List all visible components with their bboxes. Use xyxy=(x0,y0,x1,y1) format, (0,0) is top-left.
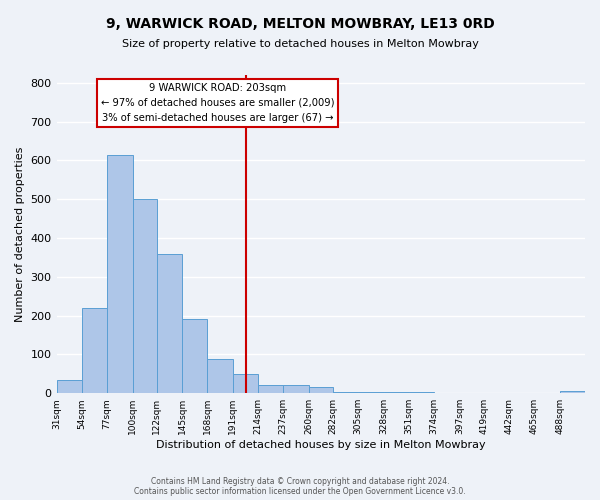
Bar xyxy=(56,380,82,393)
Bar xyxy=(157,254,182,393)
Bar xyxy=(333,392,358,393)
Bar xyxy=(107,154,133,393)
Bar xyxy=(182,320,208,393)
Bar xyxy=(560,392,585,393)
Text: Contains public sector information licensed under the Open Government Licence v3: Contains public sector information licen… xyxy=(134,486,466,496)
Bar xyxy=(208,360,233,393)
Bar xyxy=(409,392,434,393)
Text: Contains HM Land Registry data © Crown copyright and database right 2024.: Contains HM Land Registry data © Crown c… xyxy=(151,476,449,486)
Text: 9, WARWICK ROAD, MELTON MOWBRAY, LE13 0RD: 9, WARWICK ROAD, MELTON MOWBRAY, LE13 0R… xyxy=(106,18,494,32)
Text: Size of property relative to detached houses in Melton Mowbray: Size of property relative to detached ho… xyxy=(122,39,478,49)
Bar xyxy=(233,374,258,393)
X-axis label: Distribution of detached houses by size in Melton Mowbray: Distribution of detached houses by size … xyxy=(156,440,485,450)
Bar xyxy=(308,388,333,393)
Bar xyxy=(283,386,308,393)
Bar xyxy=(133,199,157,393)
Bar xyxy=(82,308,107,393)
Bar xyxy=(383,392,409,393)
Bar xyxy=(358,392,383,393)
Y-axis label: Number of detached properties: Number of detached properties xyxy=(15,146,25,322)
Text: 9 WARWICK ROAD: 203sqm
← 97% of detached houses are smaller (2,009)
3% of semi-d: 9 WARWICK ROAD: 203sqm ← 97% of detached… xyxy=(101,83,334,122)
Bar xyxy=(258,384,283,393)
